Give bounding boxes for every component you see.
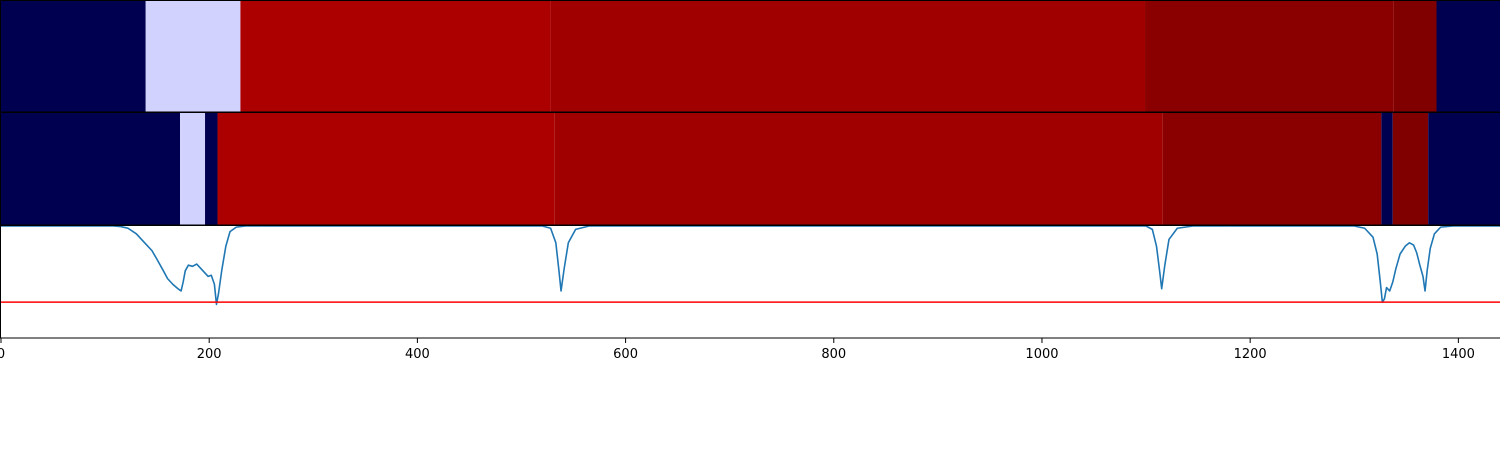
segment-0-6	[1436, 1, 1500, 112]
line-panel-bottom	[0, 225, 1500, 339]
segment-1-0	[1, 113, 181, 225]
segment-1-6	[1381, 113, 1393, 225]
segment-panel-middle	[0, 112, 1500, 226]
segment-1-2	[205, 113, 218, 225]
signal-line-2	[625, 225, 1230, 290]
x-tick-label: 200	[197, 347, 222, 362]
segment-0-5	[1393, 1, 1437, 112]
segment-1-3	[217, 113, 555, 225]
segment-1-7	[1392, 113, 1429, 225]
segment-1-8	[1428, 113, 1500, 225]
panel-frame-2	[0, 225, 1500, 339]
segment-0-4	[1145, 1, 1394, 112]
segment-0-1	[145, 1, 241, 112]
x-tick-label: 0	[0, 347, 5, 362]
segment-panel-top	[0, 0, 1500, 113]
x-tick-label: 1400	[1442, 347, 1475, 362]
x-tick-label: 800	[821, 347, 846, 362]
segment-1-5	[1162, 113, 1382, 225]
segment-0-3	[550, 1, 1146, 112]
segment-1-1	[180, 113, 206, 225]
x-tick-label: 1200	[1234, 347, 1267, 362]
x-tick-label: 600	[613, 347, 638, 362]
signal-line-3	[1229, 225, 1500, 303]
x-tick-label: 1000	[1025, 347, 1058, 362]
x-tick-label: 400	[405, 347, 430, 362]
segment-0-2	[240, 1, 551, 112]
signal-line-1	[261, 225, 626, 292]
x-axis: 0 200 400 600 800 1000 1200 1400	[0, 338, 1475, 362]
signal-line-0	[1, 225, 262, 306]
segment-0-0	[1, 1, 146, 112]
segment-1-4	[554, 113, 1163, 225]
